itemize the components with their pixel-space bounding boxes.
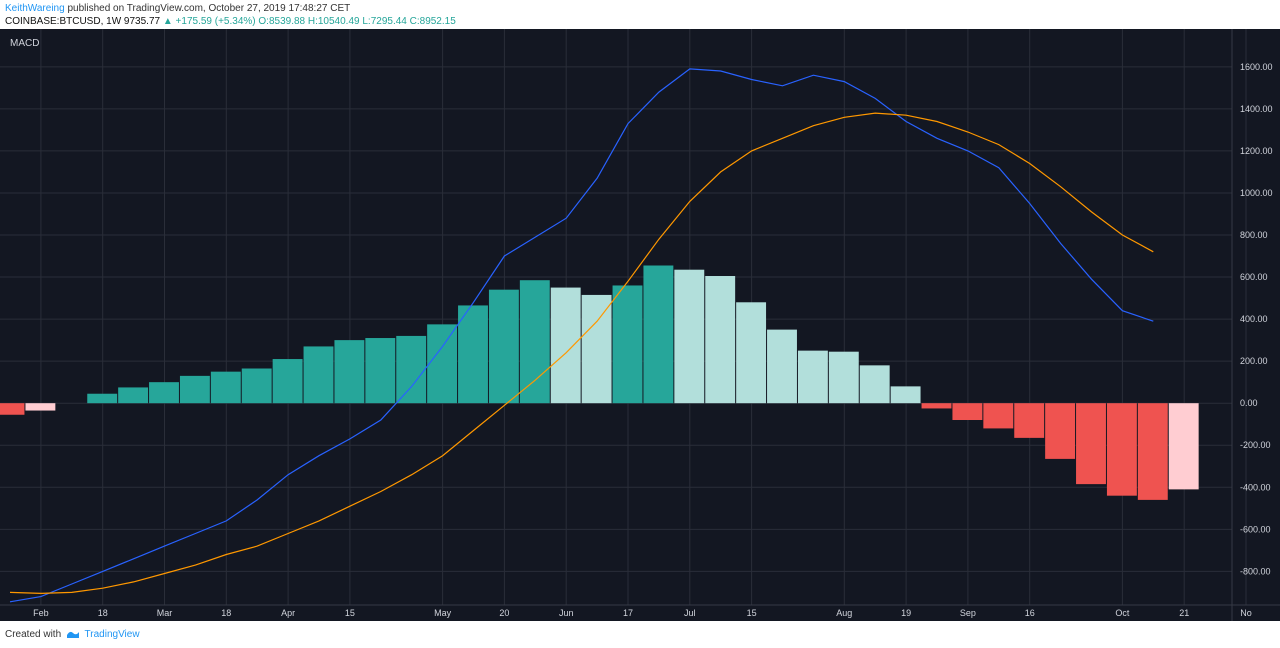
macd-lines: [9, 68, 1154, 603]
y-tick-label: -200.00: [1240, 440, 1271, 450]
x-tick-label: 21: [1179, 608, 1189, 618]
chart-header: KeithWareing published on TradingView.co…: [0, 0, 1280, 30]
price-value: 9735.77: [123, 16, 161, 27]
macd-chart[interactable]: 1600.00 1400.00 1200.00 1000.00 800.00 600.00…: [0, 29, 1280, 621]
symbol-info: COINBASE:BTCUSD, 1W 9735.77 ▲ +175.59 (+…: [5, 16, 456, 27]
histogram-bar: [458, 305, 488, 404]
x-tick-label: Feb: [33, 608, 49, 618]
histogram-bar: [210, 371, 241, 404]
x-tick-label: Sep: [960, 608, 976, 618]
histogram-bar: [736, 302, 767, 404]
histogram-bar: [674, 269, 705, 404]
histogram-bar: [1045, 403, 1076, 459]
histogram-bar: [921, 403, 952, 409]
histogram-bar: [550, 287, 581, 404]
histogram-bar: [643, 265, 674, 404]
histogram-bar: [1014, 403, 1045, 438]
y-tick-label: 600.00: [1240, 272, 1268, 282]
histogram-bar: [118, 387, 149, 404]
histogram-bar: [25, 403, 56, 411]
x-tick-label: 20: [499, 608, 509, 618]
y-tick-label: 1200.00: [1240, 146, 1273, 156]
histogram-bar: [952, 403, 983, 421]
histogram-bar: [334, 340, 365, 404]
y-tick-label: 1600.00: [1240, 62, 1273, 72]
symbol-label: COINBASE:BTCUSD, 1W: [5, 16, 122, 27]
x-tick-label: No: [1240, 608, 1252, 618]
histogram-bar: [1106, 403, 1137, 496]
x-tick-label: 15: [345, 608, 355, 618]
histogram-bar: [365, 338, 396, 404]
published-text: published on TradingView.com, October 27…: [67, 3, 351, 14]
x-tick-label: Aug: [836, 608, 852, 618]
x-tick-label: Jul: [684, 608, 696, 618]
y-tick-label: 0.00: [1240, 398, 1258, 408]
histogram-bar: [87, 393, 118, 404]
up-arrow-icon: ▲: [162, 16, 173, 27]
histogram-bar: [488, 289, 519, 404]
histogram-bar: [797, 350, 828, 404]
y-tick-label: -800.00: [1240, 566, 1271, 576]
tradingview-logo-icon: [66, 632, 79, 639]
y-tick-label: 200.00: [1240, 356, 1268, 366]
histogram-bar: [890, 386, 921, 404]
histogram-bar: [859, 365, 890, 404]
histogram-bar: [179, 375, 210, 404]
histogram-bar: [427, 324, 458, 404]
y-tick-label: 400.00: [1240, 314, 1268, 324]
histogram-bar: [396, 335, 427, 404]
histogram-bar: [767, 329, 797, 404]
y-tick-label: 1000.00: [1240, 188, 1273, 198]
indicator-label: MACD: [10, 38, 39, 49]
x-tick-label: Jun: [559, 608, 574, 618]
x-tick-label: May: [434, 608, 452, 618]
y-tick-label: 800.00: [1240, 230, 1268, 240]
author-link[interactable]: KeithWareing: [5, 3, 65, 14]
histogram-bar: [1137, 403, 1168, 500]
histogram-bar: [149, 382, 179, 404]
histogram-bar: [828, 351, 859, 404]
histogram-bar: [241, 368, 272, 404]
x-tick-label: 16: [1025, 608, 1035, 618]
macd-line: [9, 68, 1154, 603]
x-tick-label: 17: [623, 608, 633, 618]
histogram-bar: [1076, 403, 1106, 485]
histogram-bar: [303, 346, 334, 404]
x-tick-label: Oct: [1115, 608, 1130, 618]
x-tick-label: 19: [901, 608, 911, 618]
histogram-bar: [705, 276, 736, 404]
histogram-bar: [983, 403, 1014, 429]
macd-histogram: [0, 265, 1199, 500]
histogram-bar: [0, 403, 25, 415]
histogram-bar: [581, 294, 612, 404]
x-tick-label: Mar: [157, 608, 173, 618]
histogram-bar: [1168, 403, 1199, 490]
ohlc-values: O:8539.88 H:10540.49 L:7295.44 C:8952.15: [258, 16, 456, 27]
publish-info: KeithWareing published on TradingView.co…: [5, 3, 350, 14]
histogram-bar: [612, 285, 643, 404]
y-tick-label: -600.00: [1240, 524, 1271, 534]
y-axis[interactable]: 1600.00 1400.00 1200.00 1000.00 800.00 600.00…: [1231, 29, 1273, 621]
histogram-bar: [519, 280, 550, 404]
created-with-text: Created with: [5, 629, 62, 640]
x-tick-label: 18: [221, 608, 231, 618]
signal-line: [9, 112, 1154, 595]
chart-panel[interactable]: 1600.00 1400.00 1200.00 1000.00 800.00 600.00…: [0, 29, 1280, 621]
histogram-bar: [272, 359, 303, 404]
footer: Created with TradingView: [5, 629, 140, 640]
tradingview-brand[interactable]: TradingView: [84, 629, 140, 640]
y-tick-label: 1400.00: [1240, 104, 1273, 114]
price-change: +175.59 (+5.34%): [175, 16, 256, 27]
y-tick-label: -400.00: [1240, 482, 1271, 492]
x-tick-label: Apr: [281, 608, 295, 618]
x-tick-label: 18: [98, 608, 108, 618]
x-axis[interactable]: Feb 18 Mar 18 Apr 15 May 20 Jun 17 Jul 15 Aug 19 Sep 16…: [0, 604, 1280, 618]
x-tick-label: 15: [747, 608, 757, 618]
